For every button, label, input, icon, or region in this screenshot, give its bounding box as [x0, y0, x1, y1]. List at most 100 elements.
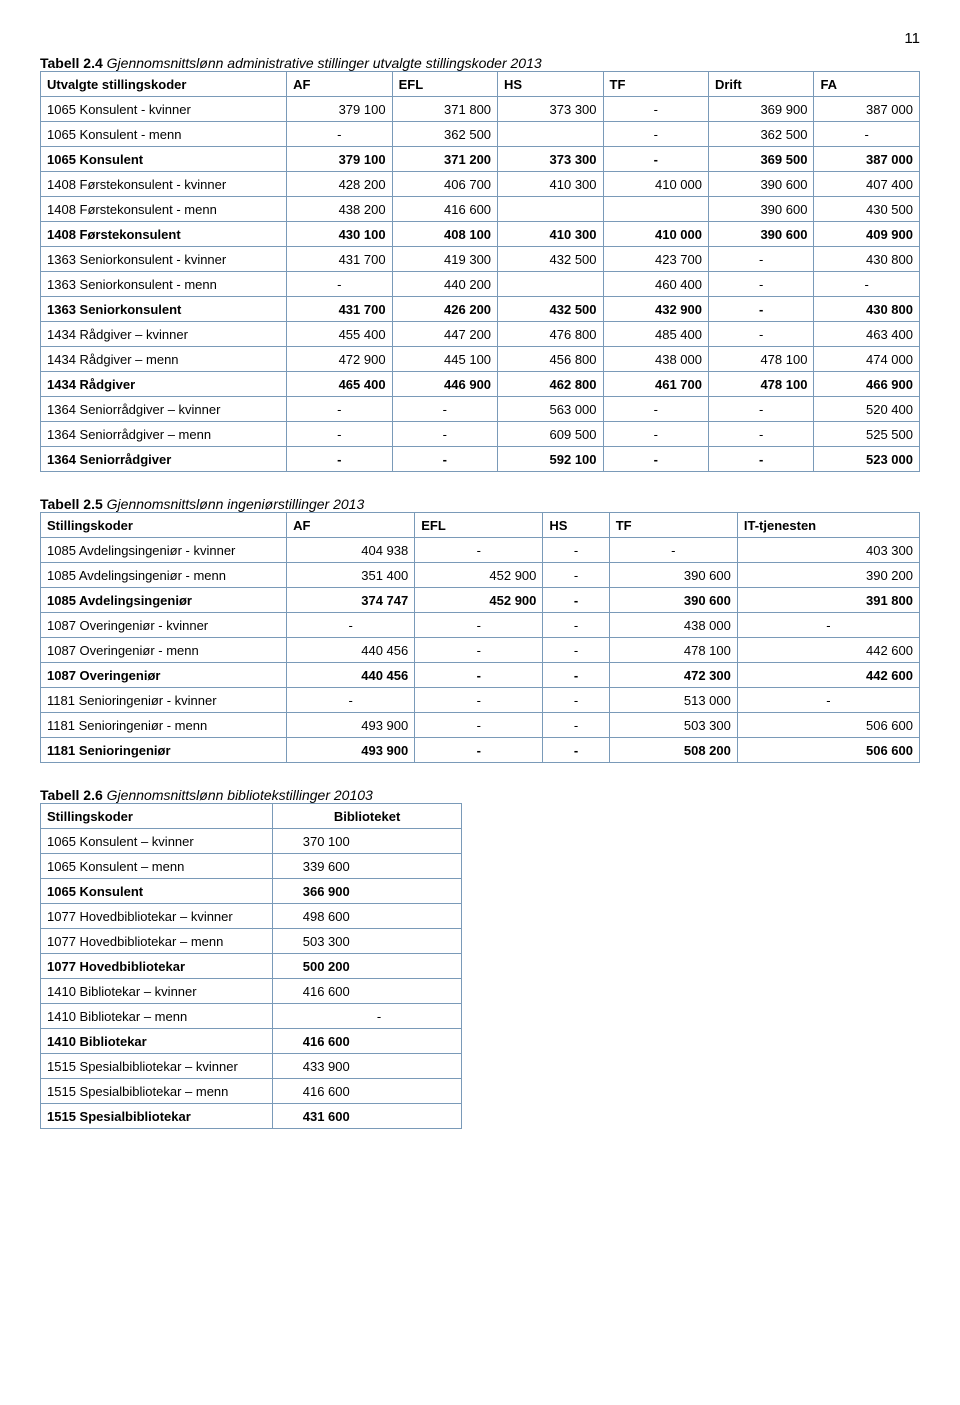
- cell: 408 100: [392, 222, 497, 247]
- table3-h0: Stillingskoder: [41, 804, 273, 829]
- table2-title: Tabell 2.5 Gjennomsnittslønn ingeniørsti…: [40, 496, 920, 512]
- cell: 426 200: [392, 297, 497, 322]
- row-label: 1515 Spesialbibliotekar – menn: [41, 1079, 273, 1104]
- table-row: 1364 Seniorrådgiver – menn--609 500--525…: [41, 422, 920, 447]
- row-label: 1065 Konsulent – kvinner: [41, 829, 273, 854]
- table-row: 1410 Bibliotekar – menn-: [41, 1004, 462, 1029]
- cell: 472 300: [609, 663, 737, 688]
- cell: -: [415, 638, 543, 663]
- cell: [498, 272, 603, 297]
- table-row: 1065 Konsulent – menn339 600: [41, 854, 462, 879]
- table-row: 1408 Førstekonsulent - menn438 200416 60…: [41, 197, 920, 222]
- cell: -: [392, 397, 497, 422]
- table-row: 1077 Hovedbibliotekar500 200: [41, 954, 462, 979]
- cell: 523 000: [814, 447, 920, 472]
- table2-h2: EFL: [415, 513, 543, 538]
- cell: -: [708, 247, 813, 272]
- cell: 431 600: [272, 1104, 462, 1129]
- cell: -: [737, 688, 919, 713]
- row-label: 1065 Konsulent – menn: [41, 854, 273, 879]
- table2-h5: IT-tjenesten: [737, 513, 919, 538]
- cell: -: [415, 738, 543, 763]
- table3-title-rest: Gjennomsnittslønn bibliotekstillinger 20…: [103, 787, 373, 803]
- cell: 430 500: [814, 197, 920, 222]
- cell: -: [287, 688, 415, 713]
- cell: 465 400: [287, 372, 392, 397]
- table1-h6: FA: [814, 72, 920, 97]
- row-label: 1181 Senioringeniør - kvinner: [41, 688, 287, 713]
- cell: -: [814, 272, 920, 297]
- row-label: 1087 Overingeniør: [41, 663, 287, 688]
- table-row: 1087 Overingeniør - menn440 456--478 100…: [41, 638, 920, 663]
- table-row: 1363 Seniorkonsulent431 700426 200432 50…: [41, 297, 920, 322]
- row-label: 1434 Rådgiver – menn: [41, 347, 287, 372]
- cell: 474 000: [814, 347, 920, 372]
- cell: 369 500: [708, 147, 813, 172]
- cell: -: [392, 447, 497, 472]
- cell: [498, 197, 603, 222]
- cell: -: [415, 663, 543, 688]
- cell: 478 100: [609, 638, 737, 663]
- row-label: 1077 Hovedbibliotekar: [41, 954, 273, 979]
- cell: -: [708, 297, 813, 322]
- cell: 387 000: [814, 97, 920, 122]
- table1-h2: EFL: [392, 72, 497, 97]
- cell: 592 100: [498, 447, 603, 472]
- cell: 370 100: [272, 829, 462, 854]
- cell: -: [603, 397, 708, 422]
- table-row: 1181 Senioringeniør - kvinner---513 000-: [41, 688, 920, 713]
- table-row: 1515 Spesialbibliotekar431 600: [41, 1104, 462, 1129]
- cell: -: [287, 122, 392, 147]
- cell: 379 100: [287, 147, 392, 172]
- cell: 390 600: [609, 563, 737, 588]
- cell: -: [287, 422, 392, 447]
- cell: 446 900: [392, 372, 497, 397]
- cell: 461 700: [603, 372, 708, 397]
- cell: -: [543, 713, 609, 738]
- cell: 506 600: [737, 738, 919, 763]
- row-label: 1065 Konsulent - menn: [41, 122, 287, 147]
- table1-h3: HS: [498, 72, 603, 97]
- cell: 430 800: [814, 247, 920, 272]
- table-row: 1363 Seniorkonsulent - kvinner431 700419…: [41, 247, 920, 272]
- cell: 410 000: [603, 172, 708, 197]
- cell: 369 900: [708, 97, 813, 122]
- cell: -: [603, 122, 708, 147]
- table3-title-lead: Tabell 2.6: [40, 787, 103, 803]
- table-row: 1077 Hovedbibliotekar – kvinner498 600: [41, 904, 462, 929]
- cell: 460 400: [603, 272, 708, 297]
- row-label: 1364 Seniorrådgiver: [41, 447, 287, 472]
- cell: 462 800: [498, 372, 603, 397]
- row-label: 1410 Bibliotekar – menn: [41, 1004, 273, 1029]
- row-label: 1065 Konsulent: [41, 147, 287, 172]
- cell: -: [543, 563, 609, 588]
- cell: 506 600: [737, 713, 919, 738]
- cell: 520 400: [814, 397, 920, 422]
- cell: 406 700: [392, 172, 497, 197]
- cell: 478 100: [708, 347, 813, 372]
- row-label: 1085 Avdelingsingeniør: [41, 588, 287, 613]
- row-label: 1087 Overingeniør - menn: [41, 638, 287, 663]
- cell: 525 500: [814, 422, 920, 447]
- cell: 390 200: [737, 563, 919, 588]
- table-row: 1085 Avdelingsingeniør - kvinner404 938-…: [41, 538, 920, 563]
- cell: -: [415, 613, 543, 638]
- cell: 445 100: [392, 347, 497, 372]
- row-label: 1087 Overingeniør - kvinner: [41, 613, 287, 638]
- cell: 432 500: [498, 247, 603, 272]
- cell: 476 800: [498, 322, 603, 347]
- cell: 508 200: [609, 738, 737, 763]
- table-row: 1408 Førstekonsulent430 100408 100410 30…: [41, 222, 920, 247]
- cell: 431 700: [287, 297, 392, 322]
- row-label: 1077 Hovedbibliotekar – kvinner: [41, 904, 273, 929]
- page-number: 11: [40, 30, 920, 47]
- cell: [498, 122, 603, 147]
- cell: 390 600: [609, 588, 737, 613]
- table-row: 1087 Overingeniør - kvinner---438 000-: [41, 613, 920, 638]
- cell: 438 000: [603, 347, 708, 372]
- cell: -: [737, 613, 919, 638]
- table2-title-rest: Gjennomsnittslønn ingeniørstillinger 201…: [103, 496, 364, 512]
- table1: Utvalgte stillingskoder AF EFL HS TF Dri…: [40, 71, 920, 472]
- cell: -: [543, 738, 609, 763]
- cell: 432 500: [498, 297, 603, 322]
